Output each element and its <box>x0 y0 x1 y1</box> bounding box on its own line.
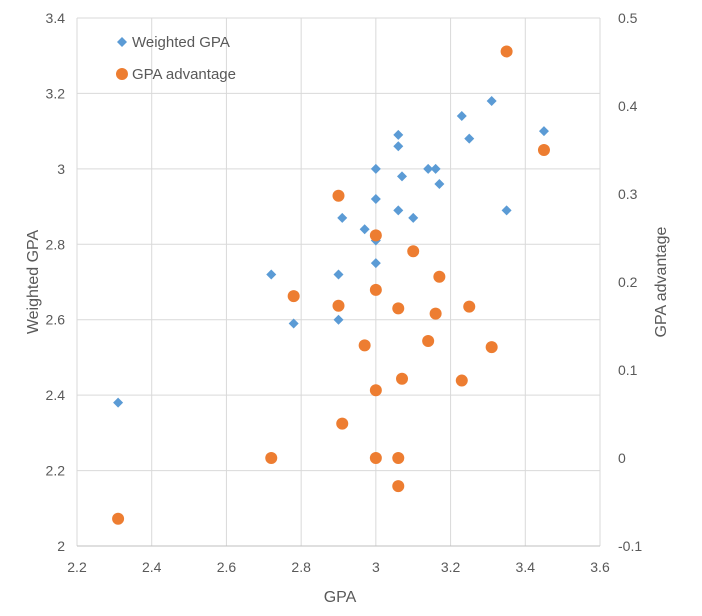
x-tick-label: 3.2 <box>441 559 461 575</box>
gpa-advantage-point <box>369 452 382 464</box>
legend-label: GPA advantage <box>132 66 236 83</box>
x-axis-title: GPA <box>324 589 357 606</box>
x-tick-label: 2.2 <box>67 559 87 575</box>
weighted-gpa-point <box>430 163 441 174</box>
y-left-tick-label: 2.2 <box>46 463 66 479</box>
weighted-gpa-point <box>408 212 419 223</box>
x-tick-label: 3 <box>372 559 380 575</box>
gpa-advantage-point <box>265 452 278 464</box>
gpa-advantage-point <box>422 334 435 347</box>
weighted-gpa-point <box>370 258 381 269</box>
gpa-advantage-point <box>112 512 125 525</box>
y-right-tick-label: 0.2 <box>618 274 638 290</box>
x-tick-label: 3.6 <box>590 559 610 575</box>
x-tick-label: 3.4 <box>516 559 536 575</box>
weighted-gpa-point <box>456 111 467 122</box>
gpa-advantage-point <box>332 189 345 202</box>
gpa-advantage-point <box>358 339 371 352</box>
y-right-tick-label: 0.3 <box>618 186 638 202</box>
y-left-tick-label: 2.4 <box>46 387 66 403</box>
x-tick-label: 2.6 <box>217 559 237 575</box>
weighted-gpa-point <box>393 129 404 140</box>
y-right-tick-label: 0.1 <box>618 362 638 378</box>
gpa-advantage-point <box>396 372 409 385</box>
gpa-advantage-point <box>332 299 345 312</box>
gpa-advantage-point <box>369 283 382 296</box>
y-axis-right-title: GPA advantage <box>653 226 670 337</box>
weighted-gpa-point <box>333 314 344 325</box>
gpa-advantage-point <box>463 300 476 313</box>
y-left-tick-label: 2 <box>57 538 65 554</box>
gpa-advantage-point <box>455 374 468 387</box>
axes: 2.2 2.4 2.6 2.8 3 3.2 3.4 3.622.22.42.62.833.23… <box>46 10 643 575</box>
data-series <box>112 45 550 525</box>
gpa-advantage-point <box>485 341 498 354</box>
y-right-tick-label: 0 <box>618 450 626 466</box>
weighted-gpa-point <box>393 141 404 152</box>
weighted-gpa-point <box>370 163 381 174</box>
gpa-advantage-point <box>407 245 420 258</box>
weighted-gpa-point <box>266 269 277 280</box>
y-left-tick-label: 2.8 <box>46 236 66 252</box>
y-left-tick-label: 2.6 <box>46 312 66 328</box>
y-axis-left-title: Weighted GPA <box>25 230 42 335</box>
y-right-tick-label: -0.1 <box>618 538 642 554</box>
gpa-advantage-point <box>392 452 405 464</box>
y-right-tick-label: 0.5 <box>618 10 638 26</box>
gpa-advantage-point <box>392 302 405 315</box>
gpa-advantage-point <box>429 307 442 320</box>
legend-label: Weighted GPA <box>132 34 230 51</box>
weighted-gpa-point <box>464 133 475 144</box>
weighted-gpa-point <box>337 212 348 223</box>
y-left-tick-label: 3.2 <box>46 85 66 101</box>
legend: Weighted GPA GPA advantage <box>116 34 236 83</box>
weighted-gpa-point <box>397 171 408 182</box>
gpa-advantage-point <box>369 384 382 397</box>
y-left-tick-label: 3 <box>57 161 65 177</box>
x-tick-label: 2.8 <box>291 559 311 575</box>
gridlines <box>76 17 601 547</box>
gpa-advantage-point <box>287 290 300 303</box>
weighted-gpa-point <box>333 269 344 280</box>
gpa-advantage-point <box>369 229 382 242</box>
weighted-gpa-point <box>501 205 512 216</box>
gpa-advantage-point <box>392 480 405 493</box>
weighted-gpa-point <box>423 163 434 174</box>
gpa-advantage-point <box>433 270 446 283</box>
weighted-gpa-point <box>288 318 299 329</box>
weighted-gpa-point <box>486 95 497 106</box>
weighted-gpa-point <box>434 178 445 189</box>
legend-diamond-icon <box>117 37 127 47</box>
y-left-tick-label: 3.4 <box>46 10 66 26</box>
gpa-advantage-point <box>336 417 349 430</box>
legend-circle-icon <box>116 68 128 80</box>
weighted-gpa-point <box>359 224 370 235</box>
gpa-advantage-point <box>500 45 513 58</box>
weighted-gpa-point <box>113 397 124 408</box>
x-tick-label: 2.4 <box>142 559 162 575</box>
gpa-advantage-point <box>537 144 550 156</box>
weighted-gpa-point <box>370 194 381 205</box>
weighted-gpa-point <box>538 126 549 137</box>
y-right-tick-label: 0.4 <box>618 98 638 114</box>
weighted-gpa-point <box>393 205 404 216</box>
